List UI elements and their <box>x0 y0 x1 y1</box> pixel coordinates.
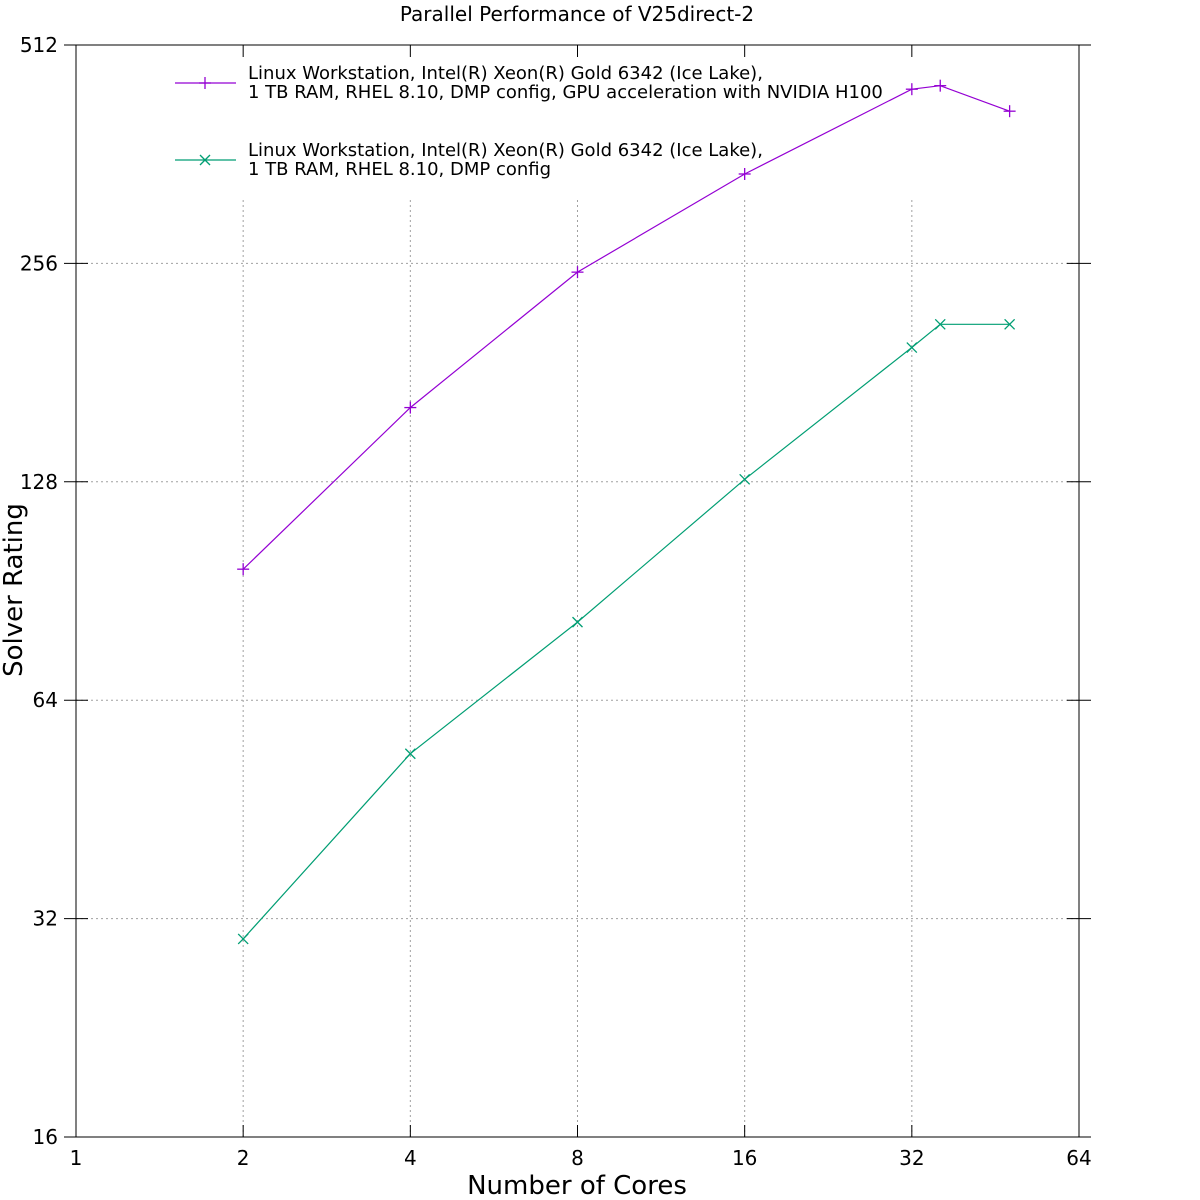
data-point <box>572 616 583 628</box>
axis-ticks: 1 2 4 8 16 32 64 16 32 64 128 256 512 <box>20 33 1092 1170</box>
y-tick-label: 32 <box>33 907 58 931</box>
x-tick-label: 8 <box>571 1146 584 1170</box>
legend-label: Linux Workstation, Intel(R) Xeon(R) Gold… <box>248 63 763 84</box>
marker-stroke <box>739 473 751 485</box>
y-tick-label: 256 <box>20 251 58 275</box>
data-point <box>934 318 946 330</box>
series-1 <box>237 79 1016 576</box>
x-tick-label: 16 <box>732 1146 757 1170</box>
marker-stroke <box>1004 318 1016 330</box>
data-point <box>1004 318 1016 330</box>
legend: Linux Workstation, Intel(R) Xeon(R) Gold… <box>175 63 883 180</box>
series-2 <box>237 318 1016 945</box>
marker-stroke <box>934 318 946 330</box>
y-tick-label: 16 <box>33 1125 58 1149</box>
legend-entry-2: Linux Workstation, Intel(R) Xeon(R) Gold… <box>175 140 763 180</box>
data-point <box>404 748 416 760</box>
data-point <box>905 83 918 96</box>
data-point <box>739 473 751 485</box>
x-tick-label: 64 <box>1066 1146 1091 1170</box>
y-axis-title: Solver Rating <box>0 503 29 677</box>
x-tick-label: 4 <box>404 1146 417 1170</box>
data-point <box>237 933 249 945</box>
x-tick-label: 2 <box>237 1146 250 1170</box>
marker-stroke <box>404 748 416 760</box>
y-tick-label: 512 <box>20 33 58 57</box>
legend-label: Linux Workstation, Intel(R) Xeon(R) Gold… <box>248 140 763 161</box>
marker-stroke <box>572 616 583 628</box>
x-tick-label: 1 <box>70 1146 83 1170</box>
data-point <box>404 401 417 414</box>
legend-marker <box>199 77 211 89</box>
marker-stroke <box>237 933 249 945</box>
marker-stroke <box>199 154 211 166</box>
data-point <box>1003 105 1016 118</box>
legend-label: 1 TB RAM, RHEL 8.10, DMP config <box>248 159 551 180</box>
x-tick-label: 32 <box>899 1146 924 1170</box>
y-tick-label: 128 <box>20 470 58 494</box>
chart-title: Parallel Performance of V25direct-2 <box>400 2 754 26</box>
data-series <box>237 79 1016 945</box>
legend-marker <box>199 154 211 166</box>
data-point <box>738 167 751 180</box>
series-line <box>242 323 1010 940</box>
marker-stroke <box>906 342 918 354</box>
data-point <box>571 266 584 279</box>
grid-lines <box>76 200 1079 1137</box>
y-tick-label: 64 <box>33 688 58 712</box>
data-point <box>237 563 250 576</box>
x-axis-title: Number of Cores <box>467 1171 687 1200</box>
data-point <box>934 79 947 92</box>
data-point <box>906 342 918 354</box>
legend-label: 1 TB RAM, RHEL 8.10, DMP config, GPU acc… <box>248 82 883 103</box>
legend-entry-1: Linux Workstation, Intel(R) Xeon(R) Gold… <box>175 63 883 103</box>
